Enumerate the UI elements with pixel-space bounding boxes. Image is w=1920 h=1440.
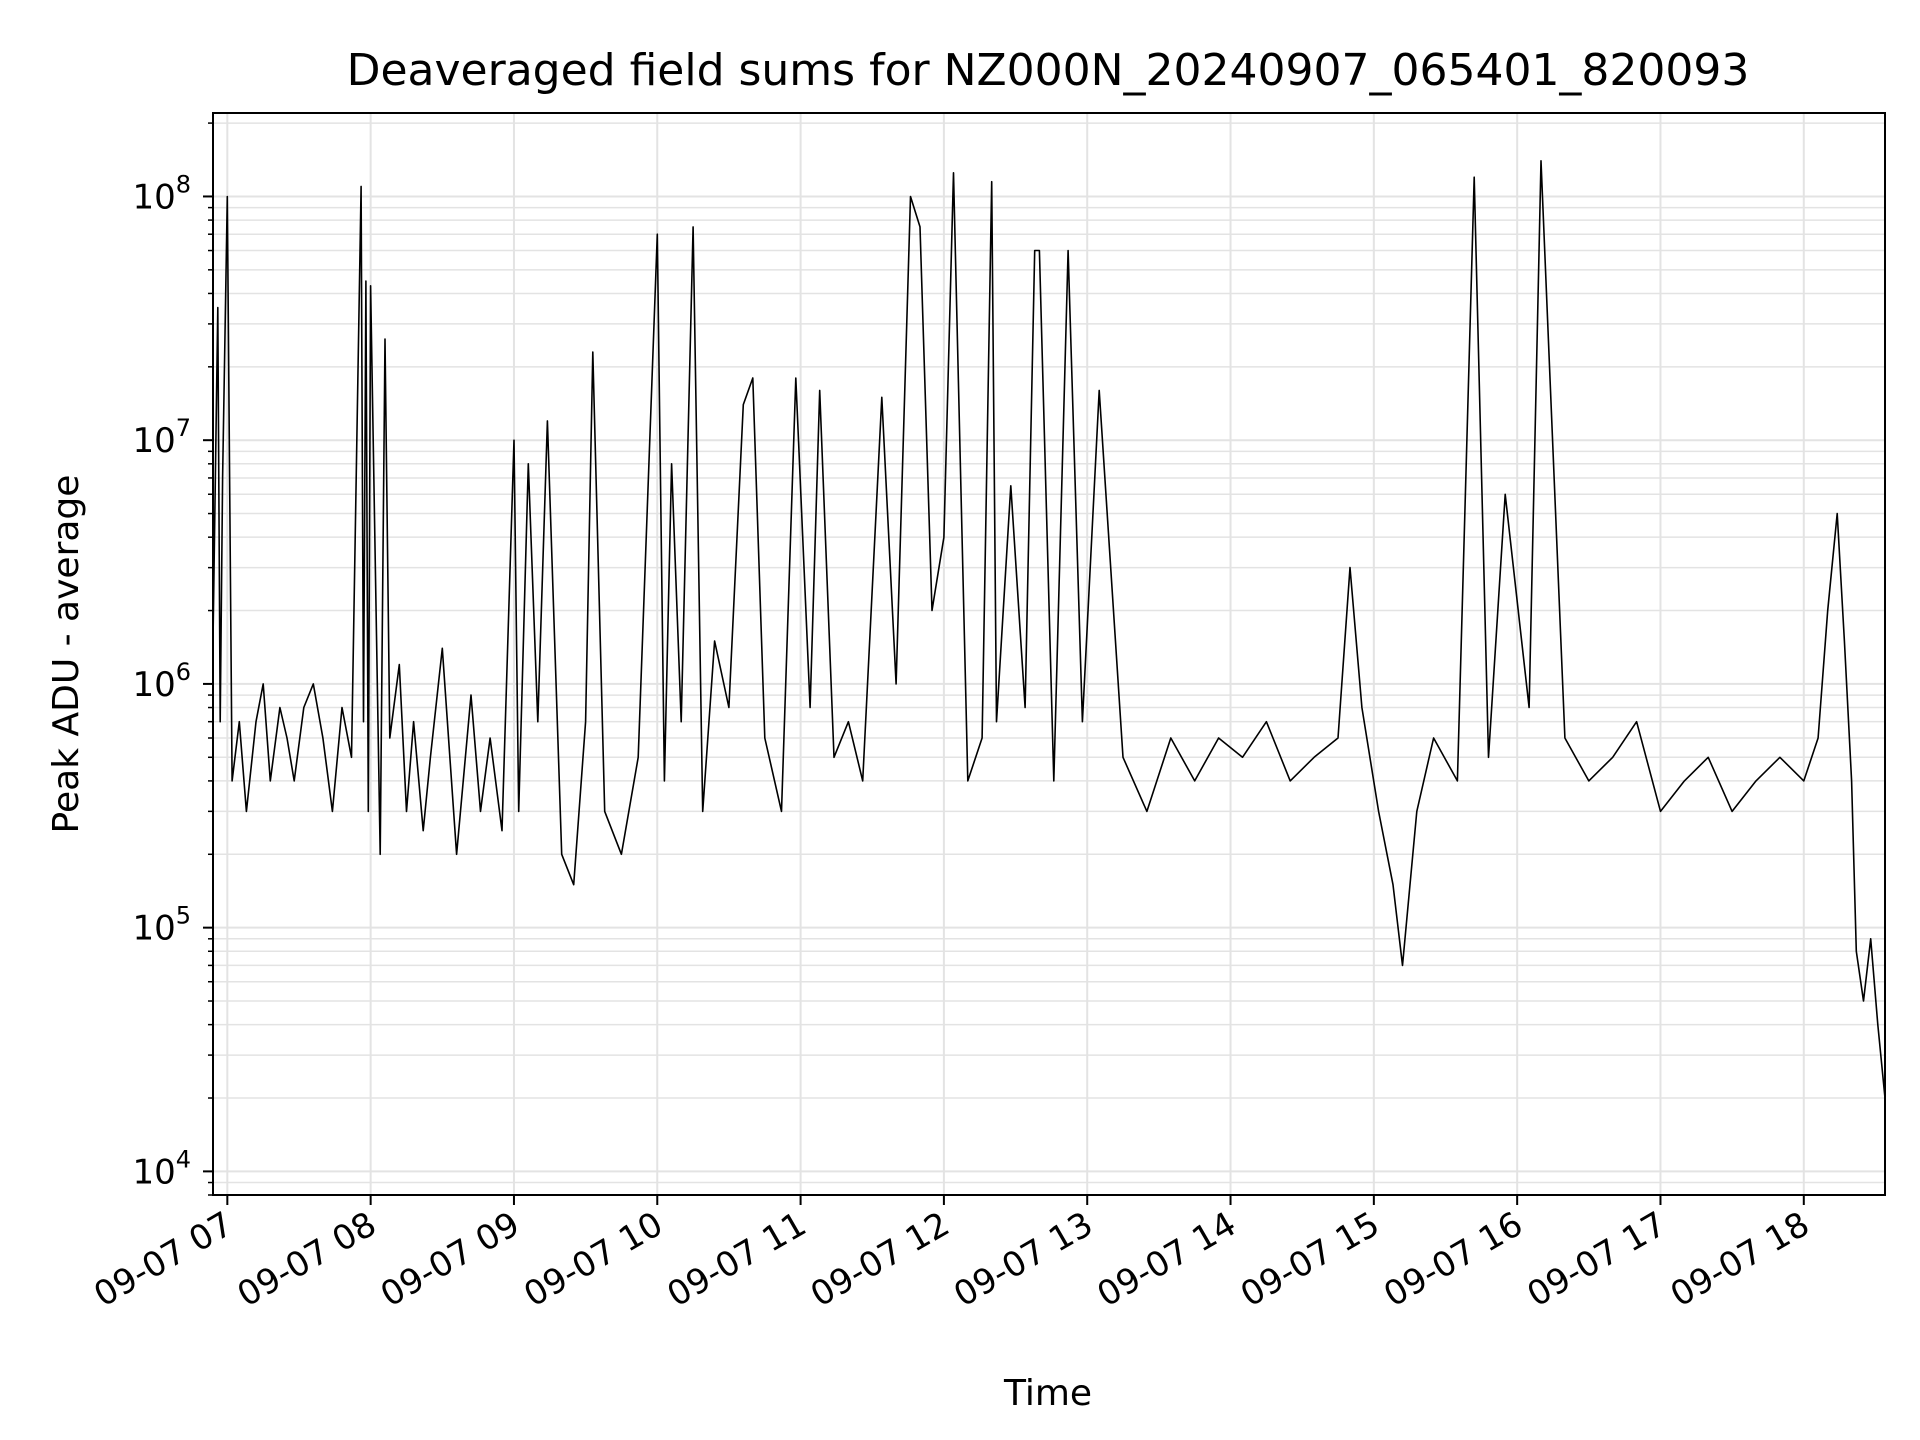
y-tick-exponent: 8	[176, 170, 191, 198]
y-tick-label: 105	[132, 902, 191, 949]
y-axis-label: Peak ADU - average	[46, 475, 87, 834]
y-tick-exponent: 6	[176, 658, 191, 686]
y-tick-base: 10	[132, 177, 175, 217]
y-tick-label: 108	[132, 170, 191, 217]
y-tick-base: 10	[132, 665, 175, 705]
y-tick-label: 104	[132, 1145, 191, 1192]
y-tick-label: 107	[132, 414, 191, 461]
plot-frame	[212, 112, 1886, 1196]
y-tick-base: 10	[132, 909, 175, 949]
y-tick-base: 10	[132, 421, 175, 461]
y-tick-exponent: 4	[176, 1145, 191, 1173]
x-axis-label: Time	[1003, 1373, 1092, 1414]
plot-area	[212, 160, 1886, 1099]
y-tick-exponent: 7	[176, 414, 191, 442]
y-tick-base: 10	[132, 1152, 175, 1192]
chart-title: Deaveraged field sums for NZ000N_2024090…	[347, 45, 1750, 96]
y-tick-label: 106	[132, 658, 191, 705]
y-tick-exponent: 5	[176, 902, 191, 930]
series-line	[212, 160, 1886, 1099]
